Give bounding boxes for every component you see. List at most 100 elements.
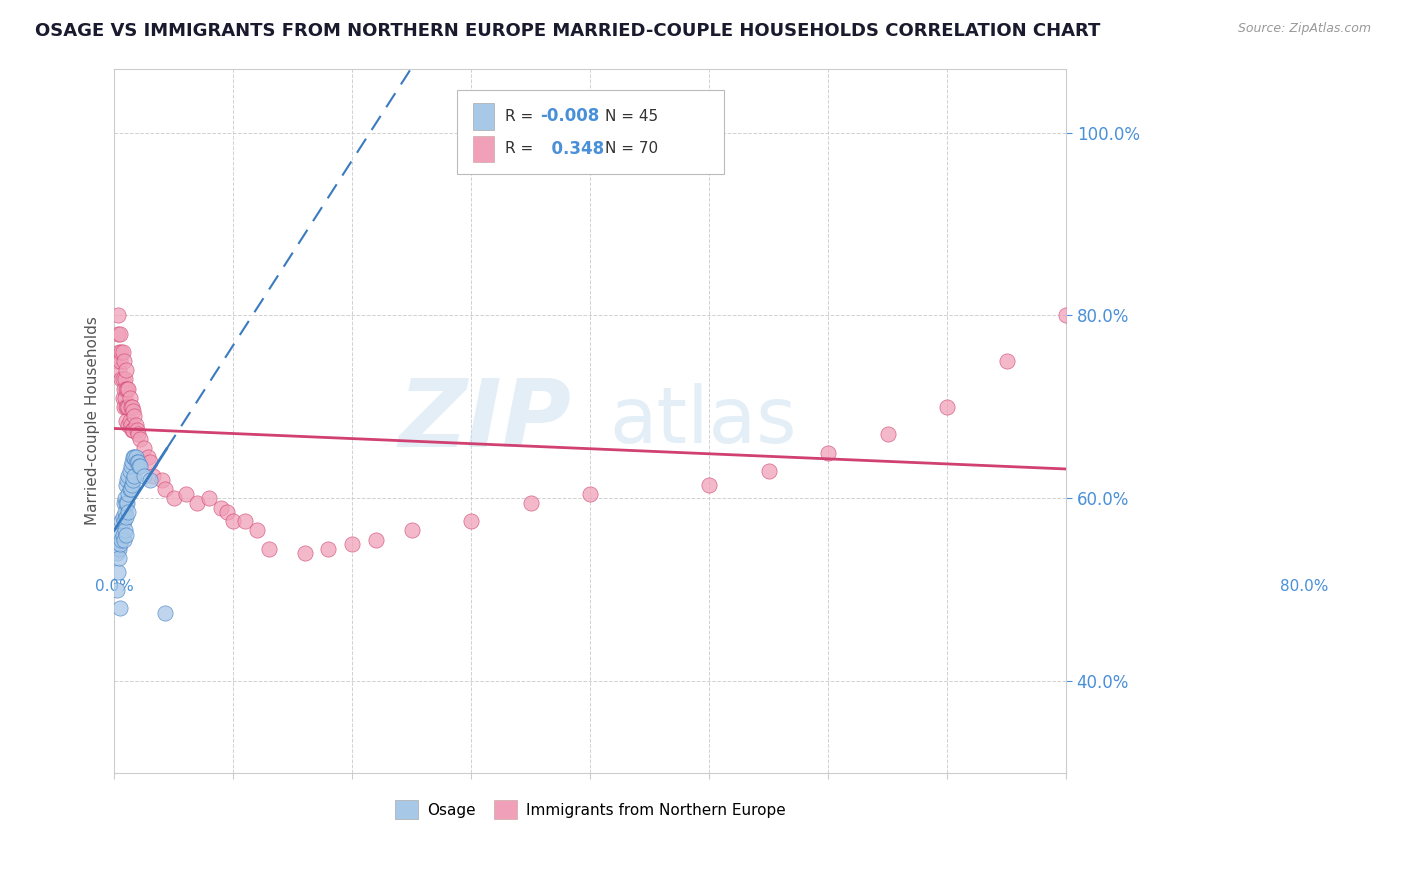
Point	[108, 601, 131, 615]
Point	[108, 354, 131, 368]
Point	[114, 391, 136, 405]
Point	[132, 441, 155, 455]
Point	[120, 400, 142, 414]
Point	[105, 582, 128, 597]
Point	[115, 496, 138, 510]
Point	[117, 468, 139, 483]
Point	[198, 491, 221, 506]
Text: 80.0%: 80.0%	[1279, 579, 1329, 594]
Point	[125, 423, 148, 437]
Point	[127, 427, 149, 442]
Point	[114, 524, 136, 538]
Point	[122, 423, 145, 437]
Point	[257, 541, 280, 556]
Text: 0.348: 0.348	[540, 140, 605, 158]
Point	[876, 427, 898, 442]
Point	[318, 541, 340, 556]
FancyBboxPatch shape	[474, 136, 494, 162]
Point	[117, 382, 139, 396]
Point	[519, 496, 541, 510]
Point	[115, 400, 138, 414]
Point	[115, 509, 138, 524]
Point	[129, 432, 152, 446]
Point	[127, 455, 149, 469]
Point	[121, 400, 143, 414]
Point	[120, 482, 142, 496]
Point	[111, 372, 134, 386]
Point	[124, 409, 146, 423]
Point	[174, 487, 197, 501]
Point	[579, 487, 602, 501]
Point	[114, 491, 136, 506]
Point	[121, 455, 143, 469]
Point	[111, 528, 134, 542]
Point	[995, 354, 1018, 368]
Point	[117, 473, 139, 487]
Point	[817, 445, 839, 459]
Point	[115, 382, 138, 396]
Point	[186, 496, 208, 510]
Point	[155, 606, 177, 620]
Point	[121, 477, 143, 491]
Text: -0.008: -0.008	[540, 107, 599, 126]
Point	[132, 468, 155, 483]
Point	[139, 455, 162, 469]
Point	[222, 514, 245, 528]
Point	[936, 400, 959, 414]
Point	[121, 423, 143, 437]
Point	[124, 450, 146, 465]
Point	[107, 565, 129, 579]
Point	[118, 464, 141, 478]
Point	[120, 459, 142, 474]
Point	[118, 414, 141, 428]
Point	[217, 505, 239, 519]
Point	[112, 514, 135, 528]
Point	[107, 326, 129, 341]
Text: N = 45: N = 45	[606, 109, 658, 124]
Point	[108, 537, 131, 551]
Point	[233, 514, 256, 528]
Point	[125, 455, 148, 469]
Point	[150, 473, 173, 487]
Point	[460, 514, 482, 528]
Point	[117, 418, 139, 433]
Point	[107, 309, 129, 323]
Point	[122, 473, 145, 487]
Point	[120, 418, 142, 433]
Point	[111, 345, 134, 359]
Point	[697, 477, 720, 491]
Point	[115, 477, 138, 491]
Point	[115, 363, 138, 377]
Point	[124, 450, 146, 465]
Point	[112, 354, 135, 368]
Point	[118, 482, 141, 496]
Point	[108, 550, 131, 565]
Text: N = 70: N = 70	[606, 142, 658, 156]
Point	[117, 400, 139, 414]
Point	[112, 382, 135, 396]
Point	[124, 418, 146, 433]
Point	[364, 533, 387, 547]
Point	[758, 464, 780, 478]
Point	[108, 541, 131, 556]
Point	[117, 487, 139, 501]
Text: OSAGE VS IMMIGRANTS FROM NORTHERN EUROPE MARRIED-COUPLE HOUSEHOLDS CORRELATION C: OSAGE VS IMMIGRANTS FROM NORTHERN EUROPE…	[35, 22, 1101, 40]
Point	[118, 391, 141, 405]
Point	[117, 505, 139, 519]
Point	[108, 363, 131, 377]
Text: R =: R =	[506, 109, 538, 124]
Point	[110, 533, 132, 547]
Point	[117, 400, 139, 414]
Point	[110, 345, 132, 359]
Point	[112, 496, 135, 510]
Point	[155, 482, 177, 496]
Point	[112, 400, 135, 414]
Text: R =: R =	[506, 142, 538, 156]
Text: ZIP: ZIP	[398, 375, 571, 467]
Point	[342, 537, 364, 551]
Point	[117, 382, 139, 396]
Point	[110, 372, 132, 386]
Point	[115, 414, 138, 428]
Point	[110, 514, 132, 528]
Point	[246, 524, 269, 538]
